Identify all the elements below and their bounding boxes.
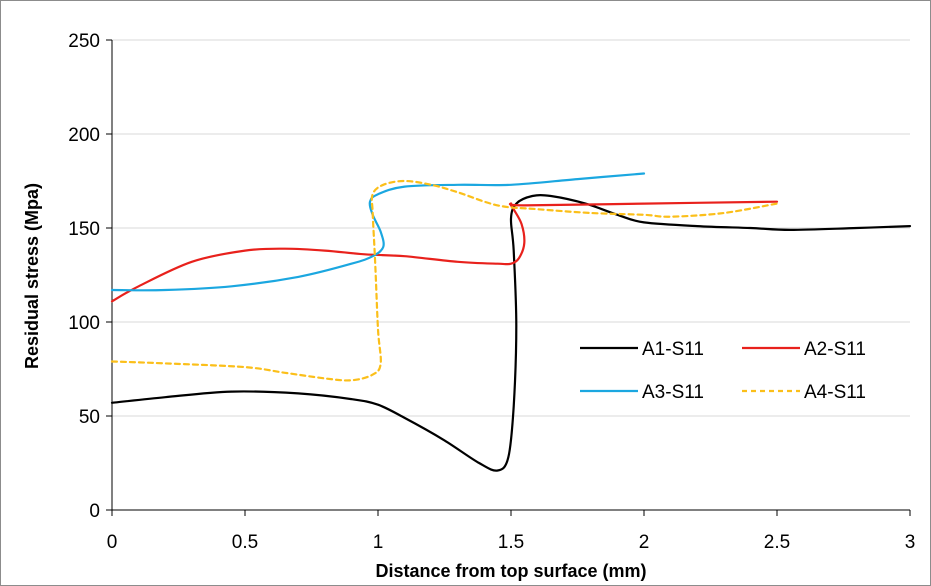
x-tick-label: 1.5 <box>498 532 524 553</box>
x-tick-label: 3 <box>905 532 916 553</box>
legend-label-a2-s11: A2-S11 <box>804 339 866 360</box>
y-tick-label: 100 <box>68 313 100 334</box>
legend-label-a3-s11: A3-S11 <box>642 382 704 403</box>
x-tick-label: 2 <box>639 532 650 553</box>
legend-label-a1-s11: A1-S11 <box>642 339 704 360</box>
legend: A1-S11 A2-S11 A3-S11 A4-S11 <box>580 339 866 403</box>
x-axis-title: Distance from top surface (mm) <box>375 561 646 581</box>
series-line-a2-s11 <box>110 200 779 303</box>
y-tick-label: 50 <box>79 407 100 428</box>
x-tick-label: 0 <box>107 532 118 553</box>
y-tick-label: 0 <box>89 501 100 522</box>
x-tick-label: 2.5 <box>764 532 790 553</box>
series-lines <box>110 172 912 472</box>
y-tick-labels: 0 50 100 150 200 250 <box>68 31 112 522</box>
series-line-a3-s11 <box>110 172 646 292</box>
x-tick-label: 0.5 <box>232 532 258 553</box>
y-tick-label: 250 <box>68 31 100 52</box>
series-line-a1-s11 <box>110 194 912 472</box>
y-tick-label: 200 <box>68 125 100 146</box>
x-tick-label: 1 <box>373 532 384 553</box>
series-line-a4-s11 <box>110 179 779 382</box>
y-axis-title: Residual stress (Mpa) <box>22 183 42 369</box>
gridlines <box>112 39 910 417</box>
legend-label-a4-s11: A4-S11 <box>804 382 866 403</box>
y-tick-label: 150 <box>68 219 100 240</box>
x-tick-labels: 0 0.5 1 1.5 2 2.5 3 <box>107 510 916 553</box>
